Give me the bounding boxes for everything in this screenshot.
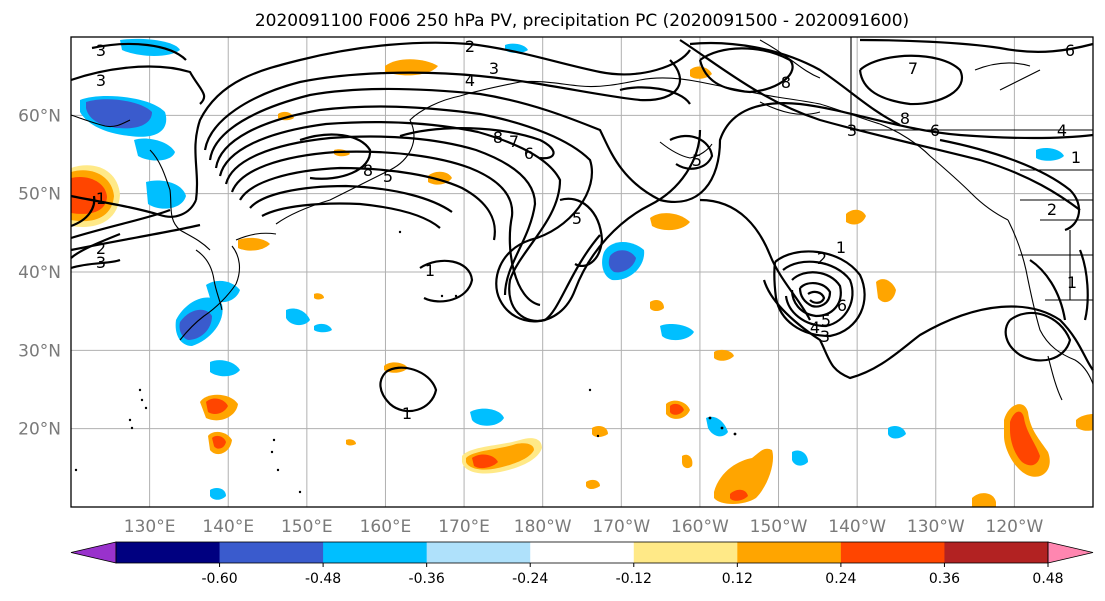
lon-label: 160°W (671, 517, 729, 537)
lat-label: 30°N (18, 341, 61, 361)
contour-label: 3 (96, 253, 106, 272)
contour-label: 3 (96, 41, 106, 60)
lon-label: 140°W (828, 517, 886, 537)
map-frame (70, 36, 1094, 508)
pv-contours (70, 38, 1094, 413)
contour-label: 8 (493, 128, 503, 147)
colorbar-tick-label: -0.36 (409, 571, 445, 587)
lon-label: 150°E (281, 517, 333, 537)
colorbar-segment (530, 542, 635, 563)
colorbar-segment (323, 542, 428, 563)
longitude-labels: 130°E 140°E 150°E 160°E 170°E 180°W 170°W 160°W… (124, 517, 1044, 537)
contour-label: 8 (900, 109, 910, 128)
colorbar-tick-label: 0.36 (929, 571, 960, 587)
colorbar-segment (219, 542, 324, 563)
contour-label: 4 (810, 318, 820, 337)
contour-label: 2 (1047, 200, 1057, 219)
contour-label: 1 (836, 238, 846, 257)
contour-label: 7 (908, 59, 918, 78)
colorbar-segment (633, 542, 738, 563)
contour-label: 1 (402, 404, 412, 423)
lon-label: 130°E (124, 517, 176, 537)
lon-label: 170°E (438, 517, 490, 537)
contour-label: 2 (465, 37, 475, 56)
lon-label: 180°W (514, 517, 572, 537)
contour-label: 3 (489, 59, 499, 78)
colorbar-frame (115, 541, 1049, 564)
colorbar-tick-label: -0.48 (305, 571, 341, 587)
contour-label: 6 (837, 296, 847, 315)
contour-label: 8 (363, 161, 373, 180)
contour-label: 5 (821, 311, 831, 330)
lat-label: 60°N (18, 106, 61, 126)
contour-label: 5 (383, 167, 393, 186)
contour-label: 2 (817, 249, 827, 268)
contour-label: 3 (847, 121, 857, 140)
colorbar-segment (944, 542, 1049, 563)
lon-label: 150°W (750, 517, 808, 537)
lat-label: 20°N (18, 420, 61, 440)
contour-label: 3 (96, 71, 106, 90)
colorbar-tick-label: -0.60 (201, 571, 237, 587)
map-title: 2020091100 F006 250 hPa PV, precipitatio… (255, 11, 909, 31)
contour-label: 2 (96, 239, 106, 258)
colorbar-segment (737, 542, 842, 563)
contour-label: 4 (465, 71, 475, 90)
contour-label: 6 (524, 144, 534, 163)
colorbar-segment (70, 541, 117, 564)
colorbar-segment (1047, 541, 1094, 564)
contour-label: 3 (820, 327, 830, 346)
colorbar-tick-label: 0.12 (722, 571, 753, 587)
colorbar-tick-label: 0.48 (1032, 571, 1063, 587)
colorbar-segment (840, 542, 945, 563)
contour-label: 4 (1057, 121, 1067, 140)
lon-label: 140°E (202, 517, 254, 537)
colorbar-tick-label: -0.24 (512, 571, 548, 587)
colorbar-tick-label: -0.12 (616, 571, 652, 587)
lon-label: 170°W (592, 517, 650, 537)
colorbar-segment (116, 542, 221, 563)
latitude-labels: 60°N 50°N 40°N 30°N 20°N (18, 106, 61, 439)
lon-label: 160°E (360, 517, 412, 537)
coastlines (70, 37, 1094, 401)
lat-label: 50°N (18, 185, 61, 205)
lon-label: 120°W (986, 517, 1044, 537)
contour-label: 1 (96, 189, 106, 208)
contour-label: 1 (1067, 273, 1077, 292)
contour-label: 5 (692, 151, 702, 170)
colorbar-tick-labels: -0.60 -0.48 -0.36 -0.24 -0.12 0.12 0.24 0.36 0.4… (201, 563, 1064, 587)
contour-label: 5 (572, 209, 582, 228)
precipitation-shading (71, 38, 1093, 507)
contour-label: 6 (930, 121, 940, 140)
lon-label: 130°W (907, 517, 965, 537)
contour-label: 1 (425, 261, 435, 280)
lat-label: 40°N (18, 263, 61, 283)
colorbar-segments (70, 541, 1094, 564)
islands (74, 230, 737, 494)
contour-label: 8 (781, 73, 791, 92)
contour-label: 6 (1065, 41, 1075, 60)
colorbar: -0.60 -0.48 -0.36 -0.24 -0.12 0.12 0.24 0.36 0.4… (70, 541, 1094, 587)
colorbar-tick-label: 0.24 (825, 571, 856, 587)
contour-label: 7 (509, 132, 519, 151)
colorbar-segment (426, 542, 531, 563)
contour-label: 1 (1071, 148, 1081, 167)
